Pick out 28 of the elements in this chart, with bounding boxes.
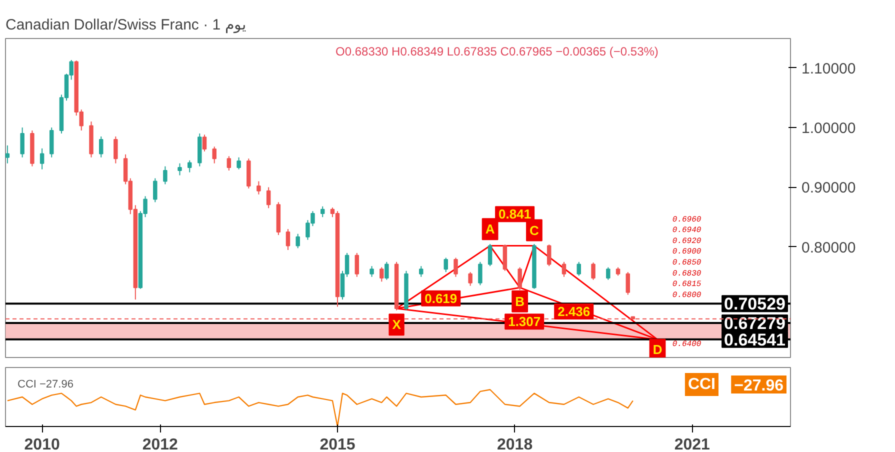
annotation: 1.307 xyxy=(508,314,541,330)
x-tick-label: 2018 xyxy=(497,436,533,452)
x-tick-label: 2021 xyxy=(674,436,710,452)
x-tick-label: 2010 xyxy=(24,436,60,452)
annotation: X xyxy=(392,317,402,332)
annotation: CCI xyxy=(688,376,716,393)
ref-line-label: 0.64541 xyxy=(724,330,786,350)
annotation: 0.6400 xyxy=(672,340,702,349)
ref-line-label: 0.70529 xyxy=(724,294,786,314)
annotation: O0.68330 H0.68349 L0.67835 C0.67965 −0.00365 (−0.53%) xyxy=(336,44,658,58)
y-tick-label: 0.90000 xyxy=(802,180,856,197)
annotation: C xyxy=(530,222,540,238)
annotation: D xyxy=(652,342,662,358)
annotation: 0.619 xyxy=(424,290,458,306)
y-tick-label: 0.80000 xyxy=(802,239,856,256)
annotation: A xyxy=(485,222,496,237)
y-tick-label: 1.00000 xyxy=(802,120,856,138)
ref-line-label: 0.67279 xyxy=(724,314,786,333)
annotation: B xyxy=(515,294,525,309)
annotation: 0.841 xyxy=(498,206,532,222)
chart-title: Canadian Dollar/Swiss Franc · 1 يوم xyxy=(6,16,246,34)
y-tick-label: 1.10000 xyxy=(802,60,856,78)
annotation: −27.96 xyxy=(734,378,784,394)
x-tick-label: 2015 xyxy=(320,436,356,452)
x-tick-label: 2012 xyxy=(142,436,178,452)
annotation: 2.436 xyxy=(558,304,590,319)
annotation: 0.6960 0.6940 0.6920 0.6900 0.6850 0.6830 0.6815 0.6800 xyxy=(672,215,702,300)
annotation: CCI −27.96 xyxy=(18,378,74,390)
